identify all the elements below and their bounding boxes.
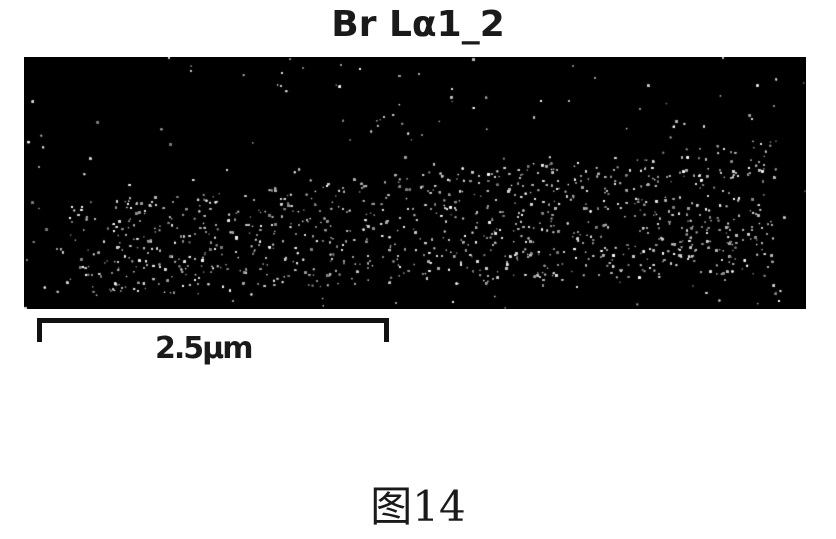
- scale-bar-line: [37, 318, 389, 323]
- elemental-map-image: [24, 57, 806, 309]
- eds-map-title: Br Lα1_2: [331, 4, 505, 45]
- elemental-map-canvas: [24, 57, 806, 309]
- scale-bar: [37, 318, 389, 344]
- figure-caption: 图14: [370, 482, 466, 531]
- scale-bar-right-tick: [384, 318, 389, 342]
- scale-bar-left-tick: [37, 318, 42, 342]
- scale-bar-label: 2.5μm: [155, 331, 253, 366]
